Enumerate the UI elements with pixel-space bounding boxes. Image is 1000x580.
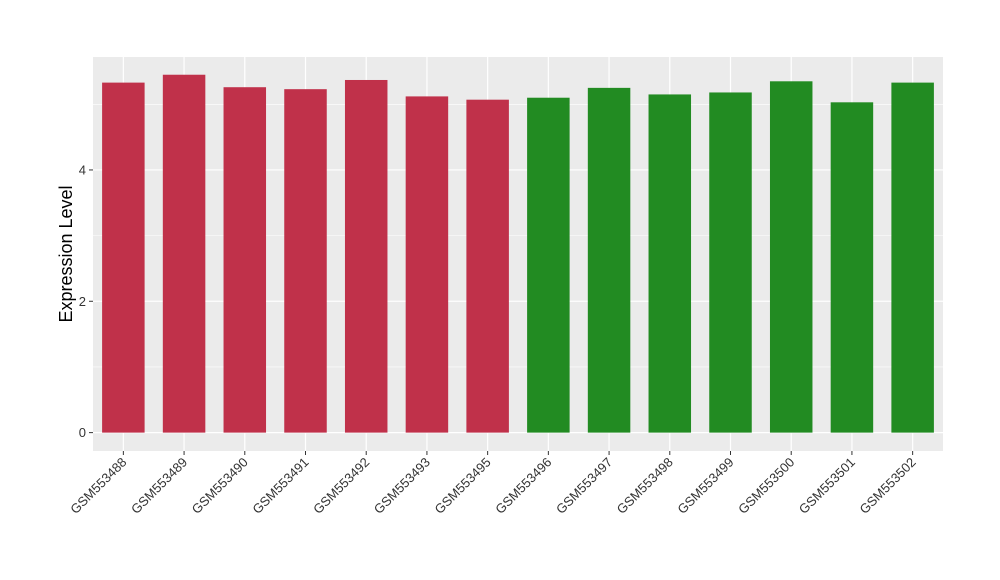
y-tick-label: 0 (79, 425, 86, 440)
bar-gsm553488 (102, 82, 145, 433)
bar-gsm553496 (527, 97, 570, 433)
bar-gsm553497 (587, 87, 631, 433)
bar-gsm553499 (709, 92, 752, 433)
x-axis: GSM553488GSM553489GSM553490GSM553491GSM5… (67, 451, 919, 517)
y-tick-label: 4 (79, 162, 86, 177)
x-tick-label: GSM553499 (674, 455, 736, 517)
bar-gsm553489 (162, 74, 206, 433)
bar-gsm553502 (891, 82, 934, 433)
bars-group (102, 74, 934, 433)
x-tick-label: GSM553489 (128, 455, 190, 517)
x-tick-label: GSM553491 (249, 455, 311, 517)
x-tick-label: GSM553495 (432, 455, 494, 517)
y-tick-label: 2 (79, 294, 86, 309)
bar-gsm553495 (466, 99, 509, 433)
bar-gsm553493 (405, 96, 449, 433)
plot-panel (93, 57, 943, 451)
x-tick-label: GSM553502 (857, 455, 919, 517)
y-axis: 0 2 4 (79, 162, 93, 440)
x-tick-label: GSM553488 (67, 455, 129, 517)
x-tick-label: GSM553490 (189, 455, 251, 517)
x-tick-label: GSM553500 (735, 455, 797, 517)
x-tick-label: GSM553498 (614, 455, 676, 517)
x-tick-label: GSM553493 (371, 455, 433, 517)
bar-gsm553500 (769, 81, 813, 433)
bar-gsm553490 (223, 87, 267, 433)
x-tick-label: GSM553501 (796, 455, 858, 517)
bar-gsm553501 (830, 102, 874, 433)
bar-gsm553492 (344, 79, 388, 433)
x-tick-label: GSM553496 (492, 455, 554, 517)
x-tick-label: GSM553492 (310, 455, 372, 517)
x-tick-label: GSM553497 (553, 455, 615, 517)
y-axis-title: Expression Level (56, 185, 76, 322)
bar-gsm553498 (648, 94, 692, 433)
bar-gsm553491 (284, 89, 327, 433)
